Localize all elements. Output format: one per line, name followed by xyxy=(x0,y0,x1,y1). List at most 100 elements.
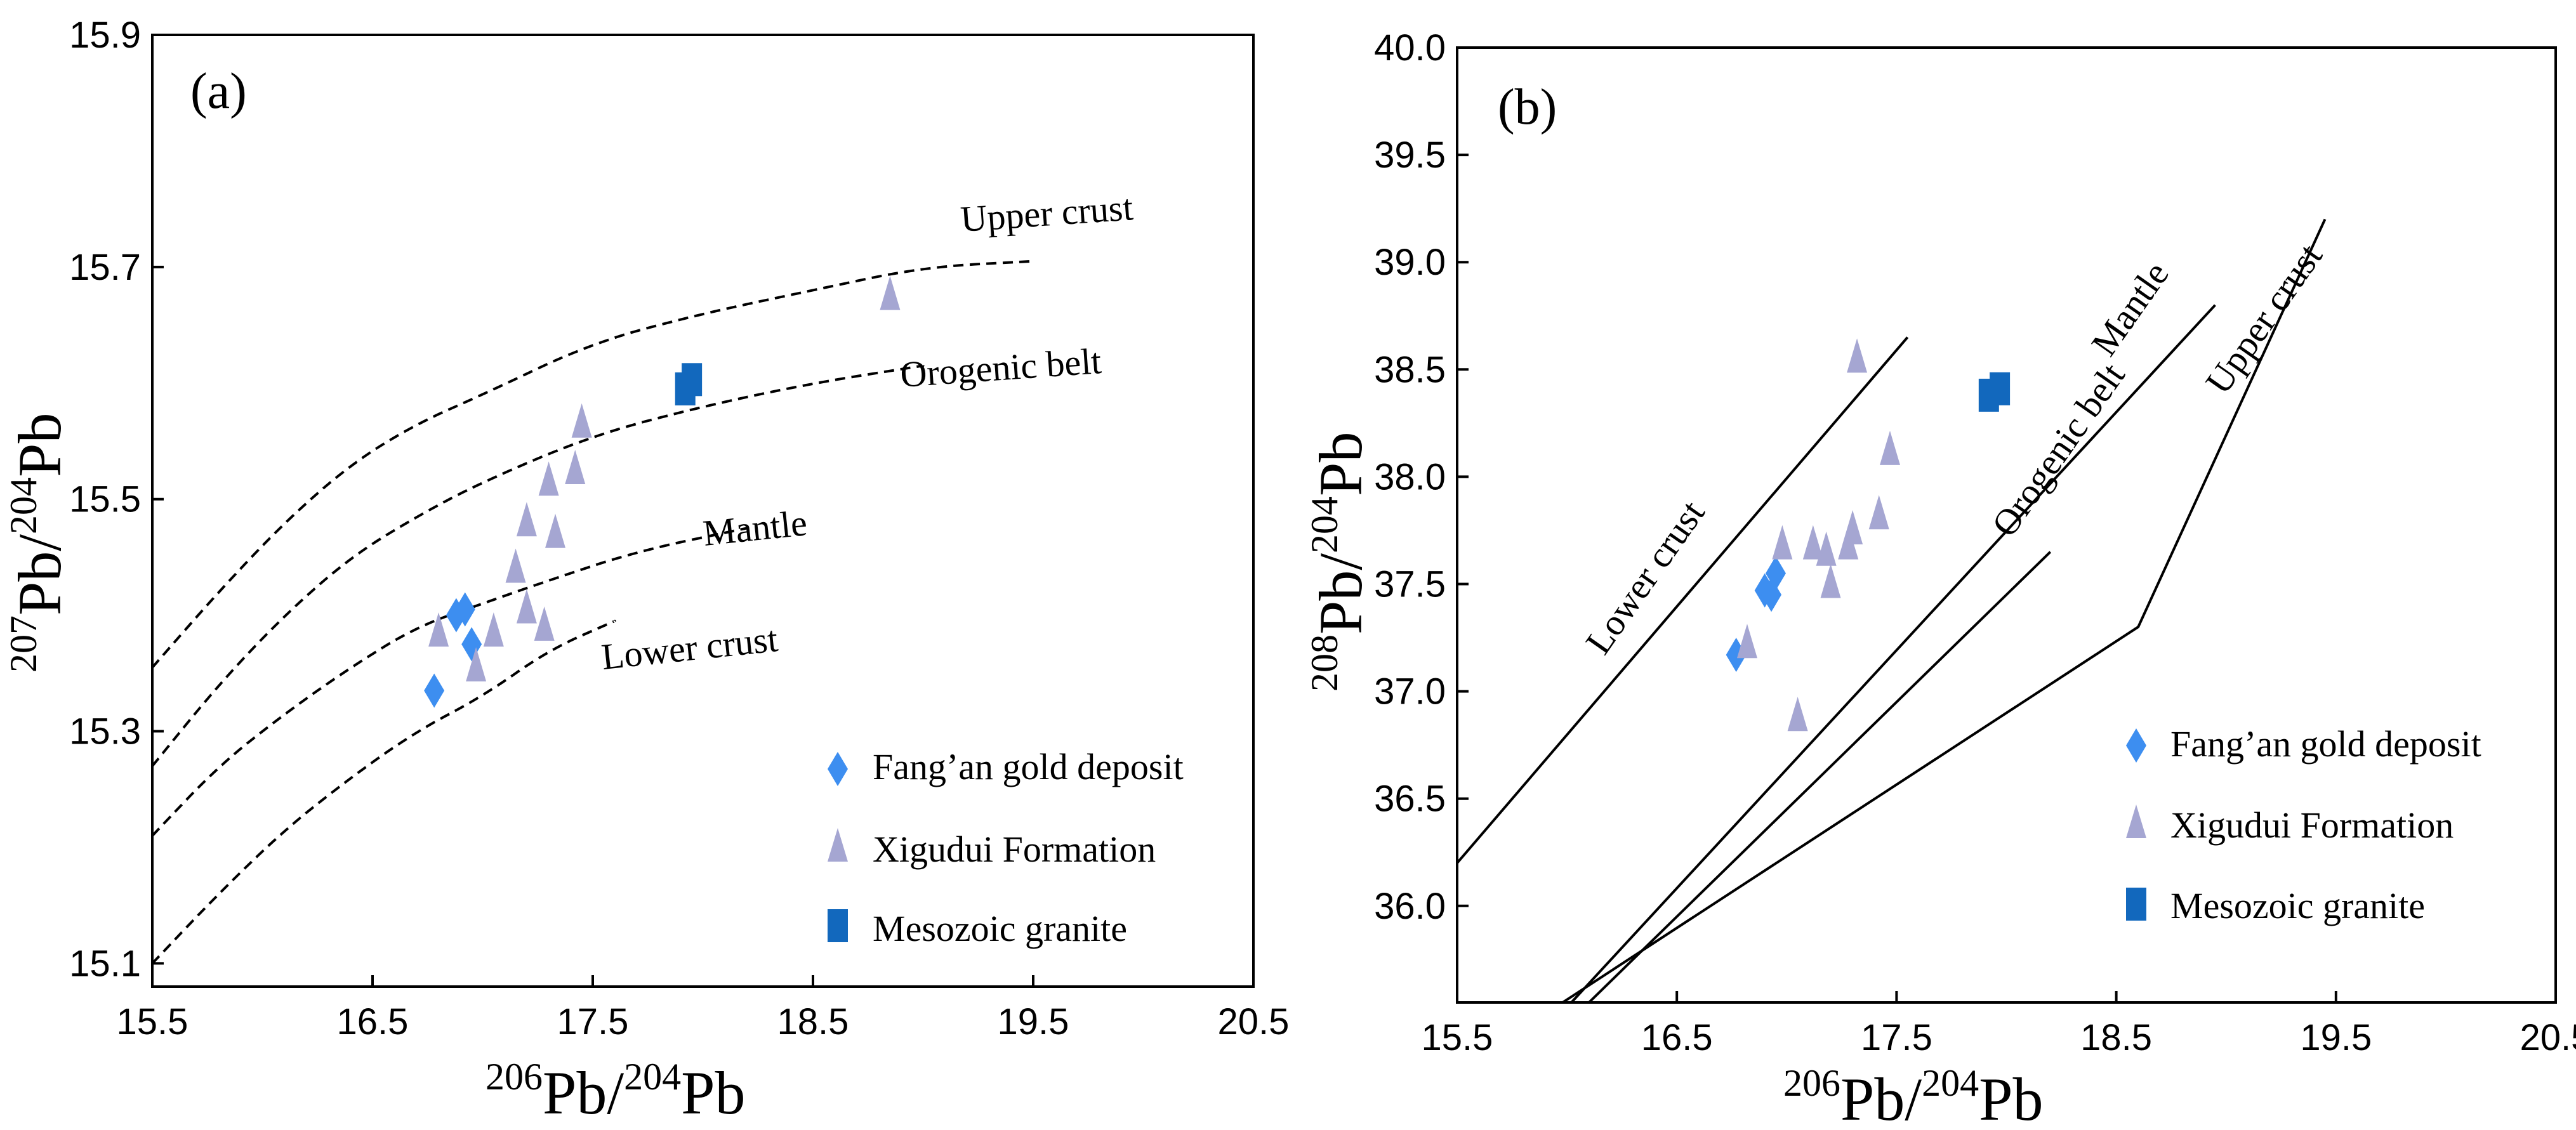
point-fangan-a xyxy=(424,673,445,708)
point-mesozoic-b xyxy=(1990,372,2011,405)
plot-frame-b xyxy=(1456,46,2557,1004)
point-xigudui-b xyxy=(1816,531,1837,566)
x-tick-label-a: 20.5 xyxy=(1218,1001,1290,1042)
curve-orogenic-belt-a xyxy=(152,364,925,767)
legend-marker-diamond-a xyxy=(828,752,848,786)
reference-lines-b xyxy=(1457,218,2327,1002)
y-tick-label-b: 37.0 xyxy=(1374,671,1446,713)
x-tick-label-b: 17.5 xyxy=(1861,1017,1932,1058)
point-xigudui-b xyxy=(1736,624,1757,659)
plot-frame-a xyxy=(151,34,1255,988)
point-xigudui-a xyxy=(428,612,449,647)
y-tick-label-b: 36.5 xyxy=(1374,779,1446,820)
ticks-a: 15.5 16.5 17.5 18.5 19.5 20.5 15.1 15.3 15.5 15.7… xyxy=(69,15,1289,1042)
point-xigudui-b xyxy=(1802,525,1823,560)
x-tick-label-b: 19.5 xyxy=(2300,1017,2372,1058)
curve-label-orogenic-belt-a: Orogenic belt xyxy=(899,340,1102,395)
legend-label-mesozoic-b: Mesozoic granite xyxy=(2170,885,2425,926)
point-xigudui-b xyxy=(1842,509,1863,544)
legend-label-xigudui-a: Xigudui Formation xyxy=(873,829,1156,870)
x-tick-label-a: 15.5 xyxy=(117,1001,188,1042)
x-tick-label-a: 18.5 xyxy=(777,1001,849,1042)
panel-b: 15.5 16.5 17.5 18.5 19.5 20.5 36.0 36.5 37.0 37.5… xyxy=(1304,27,2576,1130)
data-points-b xyxy=(1726,338,2011,732)
panel-label-a: (a) xyxy=(190,63,247,119)
x-tick-label-b: 16.5 xyxy=(1641,1017,1713,1058)
reference-curves-a xyxy=(152,260,1035,964)
point-xigudui-a xyxy=(516,589,537,624)
point-xigudui-a xyxy=(466,647,487,681)
legend-marker-square-b xyxy=(2126,888,2146,921)
x-axis-title-a: 206Pb/204Pb xyxy=(485,1056,745,1127)
legend-marker-square-a xyxy=(828,909,848,942)
curve-mantle-b xyxy=(1570,304,2216,1002)
curve-upper-crust-b xyxy=(1562,218,2327,1002)
point-xigudui-b xyxy=(1772,525,1793,560)
ticks-b: 15.5 16.5 17.5 18.5 19.5 20.5 36.0 36.5 37.0 37.5… xyxy=(1374,27,2576,1058)
y-tick-label-a: 15.3 xyxy=(69,711,141,752)
y-axis-title-a: 207Pb/204Pb xyxy=(3,413,74,673)
point-xigudui-b xyxy=(1880,430,1901,465)
y-tick-label-b: 40.0 xyxy=(1374,27,1446,69)
curve-label-upper-crust-a: Upper crust xyxy=(959,187,1134,240)
curve-label-lower-crust-a: Lower crust xyxy=(600,618,780,678)
legend-label-fangan-a: Fang’an gold deposit xyxy=(873,746,1184,787)
point-fangan-a xyxy=(454,592,475,627)
x-tick-label-a: 16.5 xyxy=(337,1001,409,1042)
legend-b: Fang’an gold deposit Xigudui Formation M… xyxy=(2126,723,2481,926)
legend-label-xigudui-b: Xigudui Formation xyxy=(2170,805,2454,846)
legend-marker-diamond-b xyxy=(2126,728,2146,763)
x-tick-label-a: 19.5 xyxy=(998,1001,1069,1042)
point-xigudui-a xyxy=(545,513,566,548)
y-tick-label-b: 36.0 xyxy=(1374,886,1446,927)
curve-lower-crust-b xyxy=(1457,336,1909,864)
curve-label-lower-crust-b: Lower crust xyxy=(1577,493,1712,662)
curve-label-mantle-a: Mantle xyxy=(701,502,809,554)
legend-label-mesozoic-a: Mesozoic granite xyxy=(873,908,1127,949)
y-tick-label-b: 39.5 xyxy=(1374,135,1446,176)
legend-marker-triangle-a xyxy=(828,828,848,862)
y-tick-label-a: 15.1 xyxy=(69,943,141,984)
point-fangan-b xyxy=(1765,556,1786,591)
panel-a: 15.5 16.5 17.5 18.5 19.5 20.5 15.1 15.3 15.5 15.7… xyxy=(3,15,1289,1127)
y-tick-label-a: 15.5 xyxy=(69,479,141,520)
y-tick-label-b: 38.5 xyxy=(1374,349,1446,390)
x-axis-title-b: 206Pb/204Pb xyxy=(1783,1062,2043,1130)
curve-upper-crust-a xyxy=(152,260,1035,669)
point-fangan-a xyxy=(461,627,482,662)
data-points-a xyxy=(424,275,901,708)
x-tick-label-b: 15.5 xyxy=(1422,1017,1493,1058)
point-xigudui-b xyxy=(1868,495,1889,530)
legend-label-fangan-b: Fang’an gold deposit xyxy=(2170,723,2481,765)
curve-label-upper-crust-b: Upper crust xyxy=(2197,236,2330,401)
legend-a: Fang’an gold deposit Xigudui Formation M… xyxy=(828,746,1184,949)
point-xigudui-a xyxy=(571,403,592,438)
legend-marker-triangle-b xyxy=(2126,805,2146,838)
y-axis-title-b: 208Pb/204Pb xyxy=(1304,432,1375,692)
point-mesozoic-a xyxy=(682,363,703,397)
point-xigudui-a xyxy=(505,548,526,583)
point-xigudui-a xyxy=(483,612,504,647)
point-xigudui-a xyxy=(880,275,901,310)
point-xigudui-b xyxy=(1847,338,1868,373)
point-xigudui-b xyxy=(1787,697,1808,732)
y-tick-label-a: 15.9 xyxy=(69,15,141,56)
y-tick-label-b: 38.0 xyxy=(1374,456,1446,497)
curve-lower-crust-a xyxy=(152,619,616,964)
x-tick-label-a: 17.5 xyxy=(557,1001,629,1042)
point-xigudui-b xyxy=(1820,563,1841,598)
point-xigudui-a xyxy=(516,502,537,537)
point-xigudui-a xyxy=(538,461,559,496)
y-tick-label-b: 37.5 xyxy=(1374,564,1446,605)
point-xigudui-a xyxy=(534,606,555,641)
curve-orogenic-belt-b xyxy=(1588,551,2052,1002)
point-xigudui-a xyxy=(565,449,586,484)
x-tick-label-b: 20.5 xyxy=(2520,1017,2576,1058)
panel-label-b: (b) xyxy=(1498,79,1557,135)
x-tick-label-b: 18.5 xyxy=(2080,1017,2152,1058)
curve-mantle-a xyxy=(152,527,748,837)
y-tick-label-a: 15.7 xyxy=(69,247,141,288)
curve-label-mantle-b: Mantle xyxy=(2083,254,2176,364)
y-tick-label-b: 39.0 xyxy=(1374,242,1446,283)
